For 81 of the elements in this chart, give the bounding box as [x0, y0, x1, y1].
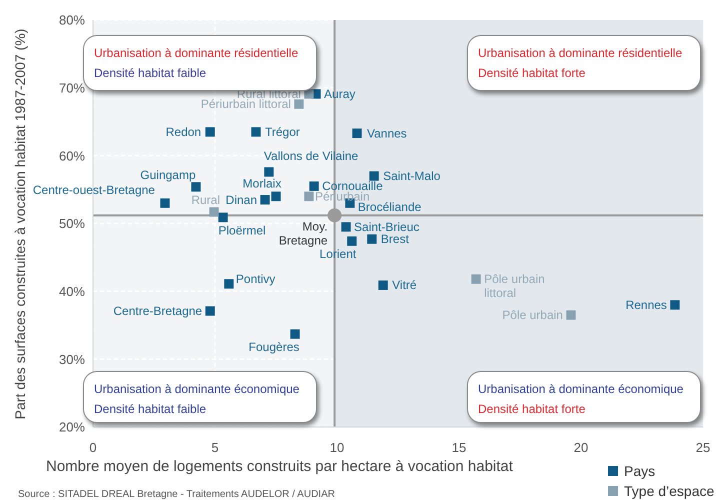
y-tick-label: 40% [58, 284, 86, 299]
annotation: Urbanisation à dominante économique [94, 381, 300, 398]
point [367, 234, 377, 244]
annotation: Brocéliande [358, 200, 422, 214]
point [251, 127, 261, 137]
point [205, 306, 215, 316]
quadrant-box: Urbanisation à dominante résidentielle Densité habitat faible [83, 35, 317, 91]
point [209, 207, 219, 217]
annotation: Densité habitat forte [478, 65, 586, 82]
point [260, 195, 270, 204]
point [341, 222, 351, 232]
annotation: Centre-Bretagne [113, 304, 202, 318]
annotation: Densité habitat faible [94, 65, 208, 82]
point [378, 280, 388, 290]
y-tick-label: 60% [58, 148, 86, 164]
source-note: Source : SITADEL DREAL Bretagne - Traitements AUDELOR / AUDIAR [18, 489, 335, 500]
annotation: Redon [166, 124, 202, 139]
annotation: Pôle urbain littoral [484, 272, 545, 300]
annotation: Dinan [226, 192, 258, 207]
y-tick-label: 70% [58, 80, 86, 96]
quadrant-box: Urbanisation à dominante résidentielle Densité habitat forte [467, 35, 701, 91]
point [271, 192, 281, 202]
x-tick-label: 5 [211, 440, 219, 456]
annotation: Densité habitat faible [94, 401, 208, 418]
point [264, 167, 274, 177]
x-tick-label: 25 [696, 440, 710, 456]
annotation: Urbanisation à dominante résidentielle [94, 45, 300, 62]
y-axis-title: Part des surfaces construites à vocation habitat 1987-2007 (%) [12, 28, 28, 420]
point [224, 279, 234, 289]
annotation: Périurbain littoral [200, 97, 291, 112]
annotation: Urbanisation à dominante résidentielle [478, 45, 684, 62]
annotation: Brest [380, 232, 410, 246]
annotation: Centre-ouest-Bretagne [32, 183, 156, 198]
annotation: Rural [191, 192, 220, 207]
annotation: Vitré [392, 278, 417, 292]
annotation: Lorient [320, 247, 357, 262]
annotation: Ploërmel [218, 223, 266, 238]
point [328, 208, 342, 222]
annotation: Moy. Bretagne [278, 219, 328, 248]
point [347, 236, 357, 246]
point [352, 128, 362, 138]
legend-label: Type d’espace [624, 482, 714, 501]
point [369, 171, 379, 181]
point [160, 198, 170, 208]
y-tick-label: 50% [58, 216, 86, 232]
x-tick-label: 10 [330, 440, 344, 456]
annotation: Rennes [626, 298, 667, 312]
quadrant-box: Urbanisation à dominante économique Densité habitat forte [467, 371, 701, 423]
legend-label: Pays [624, 462, 656, 481]
annotation: Pontivy [236, 272, 276, 286]
y-tick-label: 30% [58, 352, 86, 367]
x-tick-label: 20 [574, 440, 588, 456]
point [218, 212, 228, 222]
point [294, 99, 304, 109]
annotation: Urbanisation à dominante économique [478, 381, 684, 398]
point [304, 89, 314, 99]
point [304, 192, 314, 202]
x-axis-title: Nombre moyen de logements construits par hectare à vocation habitat [46, 458, 513, 475]
annotation: Saint-Brieuc [354, 220, 420, 234]
quadrant-box: Urbanisation à dominante économique Densité habitat faible [83, 371, 317, 423]
point [566, 310, 576, 320]
x-tick-label: 0 [89, 440, 97, 456]
annotation: Saint-Malo [383, 169, 441, 184]
y-tick-label: 20% [58, 420, 86, 435]
point [471, 274, 481, 284]
annotation: Auray [324, 86, 356, 101]
point [205, 127, 215, 137]
point [309, 181, 319, 191]
annotation: Guingamp [140, 168, 196, 182]
annotation: Pôle urbain [502, 308, 563, 322]
annotation: Densité habitat forte [478, 401, 586, 418]
annotation: Morlaix [242, 176, 282, 190]
point [670, 300, 680, 310]
annotation: Vallons de Vilaine [264, 148, 359, 163]
annotation: Vannes [367, 126, 407, 140]
annotation: Fougères [248, 340, 300, 354]
y-tick-label: 80% [58, 12, 86, 28]
point [290, 329, 300, 339]
point [191, 182, 201, 192]
x-tick-label: 15 [452, 440, 466, 456]
annotation: Trégor [264, 124, 300, 139]
